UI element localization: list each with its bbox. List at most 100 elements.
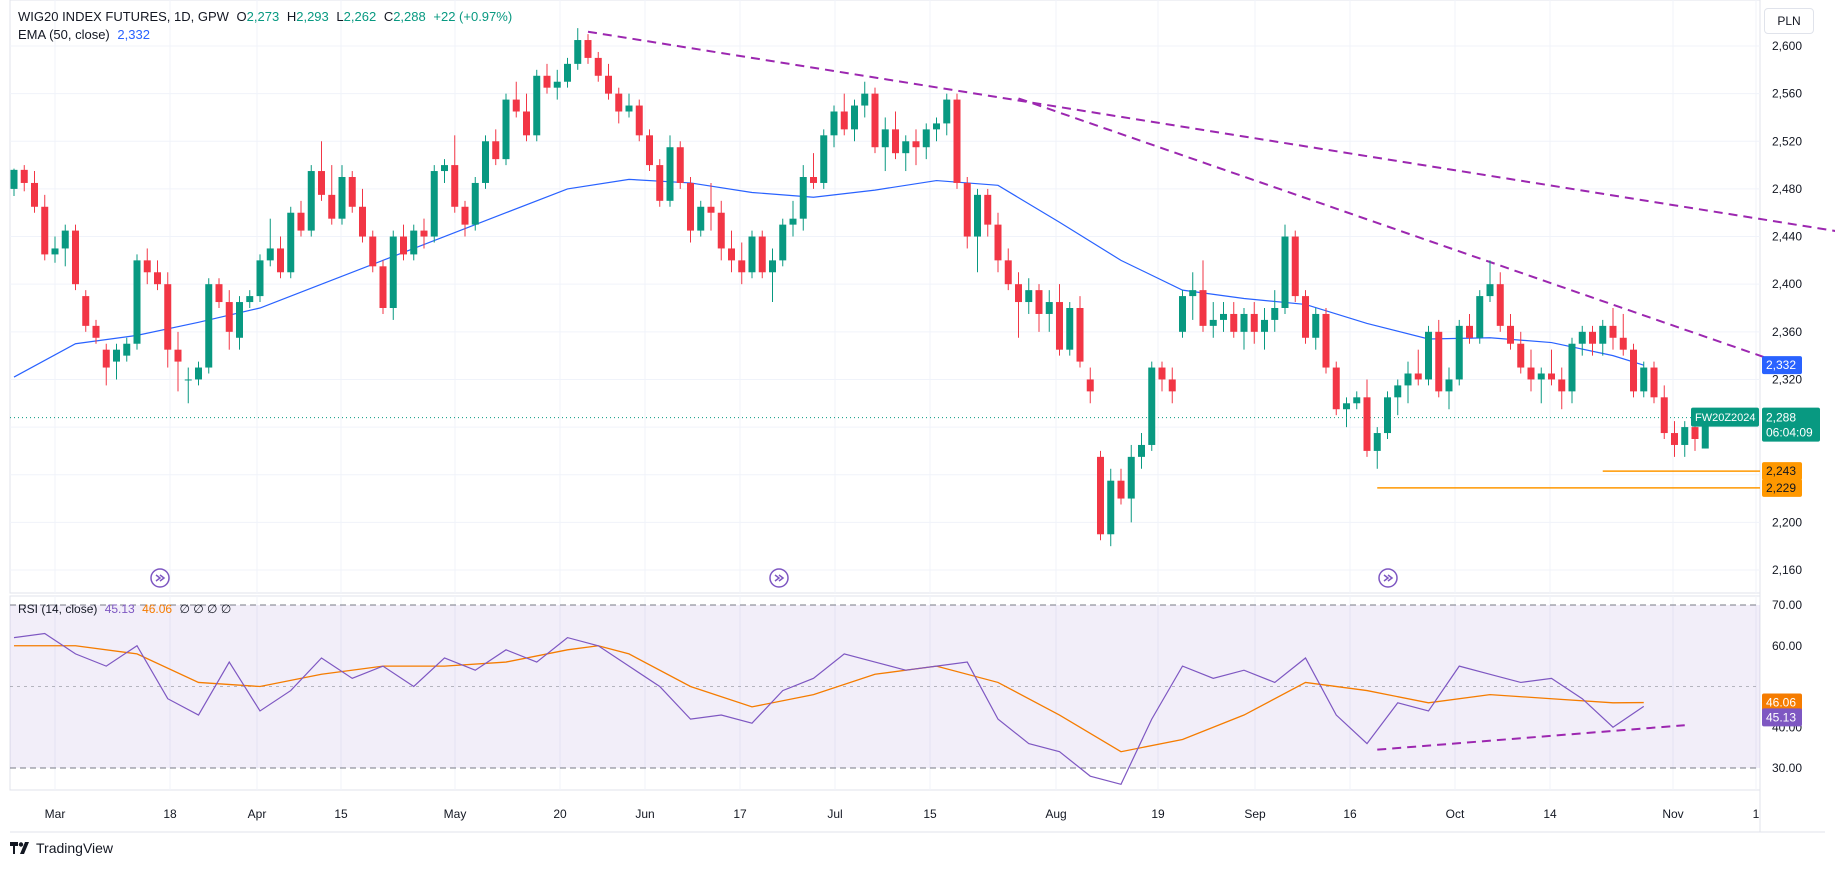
candle[interactable] (799, 165, 807, 231)
candle[interactable] (1240, 308, 1248, 350)
candle[interactable] (1148, 361, 1156, 451)
candle[interactable] (1086, 367, 1094, 404)
candle[interactable] (1435, 319, 1443, 398)
candle[interactable] (933, 117, 940, 142)
candle[interactable] (20, 165, 28, 192)
candle[interactable] (1107, 468, 1115, 547)
candle[interactable] (1220, 302, 1227, 332)
candle[interactable] (1537, 367, 1545, 404)
candle[interactable] (307, 165, 315, 237)
candle[interactable] (1076, 296, 1084, 368)
candle[interactable] (646, 129, 653, 172)
candle[interactable] (430, 165, 438, 243)
candle[interactable] (912, 129, 920, 166)
candle[interactable] (225, 290, 233, 350)
candle[interactable] (1384, 391, 1391, 439)
candle[interactable] (1507, 313, 1514, 350)
candle[interactable] (1650, 361, 1658, 404)
candle[interactable] (861, 81, 869, 118)
candle[interactable] (277, 236, 284, 279)
candle[interactable] (1066, 302, 1074, 356)
candle[interactable] (184, 367, 192, 404)
candle[interactable] (871, 87, 879, 154)
candle[interactable] (1630, 343, 1637, 398)
candle[interactable] (994, 212, 1002, 273)
candle[interactable] (922, 123, 930, 160)
candle[interactable] (133, 254, 141, 350)
candle[interactable] (656, 159, 664, 207)
candle[interactable] (594, 51, 602, 82)
candle[interactable] (174, 331, 182, 392)
candle[interactable] (738, 242, 746, 285)
candle[interactable] (1189, 272, 1197, 320)
candle[interactable] (348, 171, 356, 213)
event-marker-icon[interactable] (1378, 568, 1398, 588)
candle[interactable] (789, 200, 797, 237)
candle[interactable] (451, 135, 459, 213)
candle[interactable] (400, 224, 407, 261)
candle[interactable] (205, 278, 213, 374)
candle[interactable] (287, 206, 295, 279)
candle[interactable] (1179, 290, 1186, 338)
candle[interactable] (1394, 379, 1402, 416)
candle[interactable] (1589, 325, 1596, 356)
currency-button[interactable]: PLN (1764, 8, 1814, 34)
candle[interactable] (1332, 361, 1340, 416)
candle[interactable] (953, 93, 961, 189)
candle[interactable] (113, 343, 120, 380)
candle[interactable] (1445, 367, 1453, 410)
candle[interactable] (615, 87, 623, 124)
candle[interactable] (41, 194, 49, 261)
candle[interactable] (1486, 260, 1494, 303)
candle[interactable] (574, 28, 582, 70)
candle[interactable] (1455, 319, 1463, 386)
candle[interactable] (984, 188, 992, 237)
candle[interactable] (92, 319, 100, 344)
candle[interactable] (728, 230, 735, 273)
candle[interactable] (1168, 367, 1176, 404)
candle[interactable] (1496, 272, 1504, 332)
candle[interactable] (1640, 361, 1648, 398)
candle[interactable] (830, 105, 838, 148)
candle[interactable] (143, 248, 151, 285)
candle[interactable] (1425, 325, 1432, 386)
candle[interactable] (1209, 302, 1217, 338)
candle[interactable] (1671, 421, 1678, 457)
candle[interactable] (881, 117, 889, 172)
candle[interactable] (102, 343, 110, 386)
candle[interactable] (338, 165, 346, 225)
candle[interactable] (359, 188, 366, 243)
candle[interactable] (707, 182, 715, 231)
candle[interactable] (1548, 349, 1555, 386)
candle[interactable] (840, 93, 848, 136)
candle[interactable] (369, 230, 377, 273)
candle[interactable] (1035, 284, 1043, 332)
candle[interactable] (1578, 325, 1586, 356)
candle[interactable] (1312, 308, 1320, 350)
tradingview-brand[interactable]: TradingView (10, 840, 113, 856)
candle[interactable] (1045, 290, 1053, 332)
candle[interactable] (266, 218, 274, 267)
candle[interactable] (543, 63, 551, 94)
candle[interactable] (1568, 337, 1576, 404)
candle[interactable] (195, 361, 202, 386)
candle[interactable] (1261, 308, 1268, 350)
candle[interactable] (51, 236, 59, 263)
candle[interactable] (297, 200, 305, 237)
candle[interactable] (1281, 224, 1289, 314)
candle[interactable] (523, 93, 530, 142)
candle[interactable] (154, 260, 161, 291)
candle[interactable] (974, 188, 981, 273)
candle[interactable] (1004, 248, 1012, 291)
candle[interactable] (666, 135, 674, 207)
candle[interactable] (410, 224, 418, 261)
candle[interactable] (1250, 302, 1258, 344)
candle[interactable] (1015, 272, 1022, 338)
candle[interactable] (717, 200, 725, 261)
candle[interactable] (461, 200, 469, 237)
candle[interactable] (1558, 367, 1566, 410)
candle[interactable] (1414, 349, 1422, 386)
candle[interactable] (379, 260, 387, 314)
candle[interactable] (1404, 361, 1412, 404)
candle[interactable] (61, 224, 69, 267)
